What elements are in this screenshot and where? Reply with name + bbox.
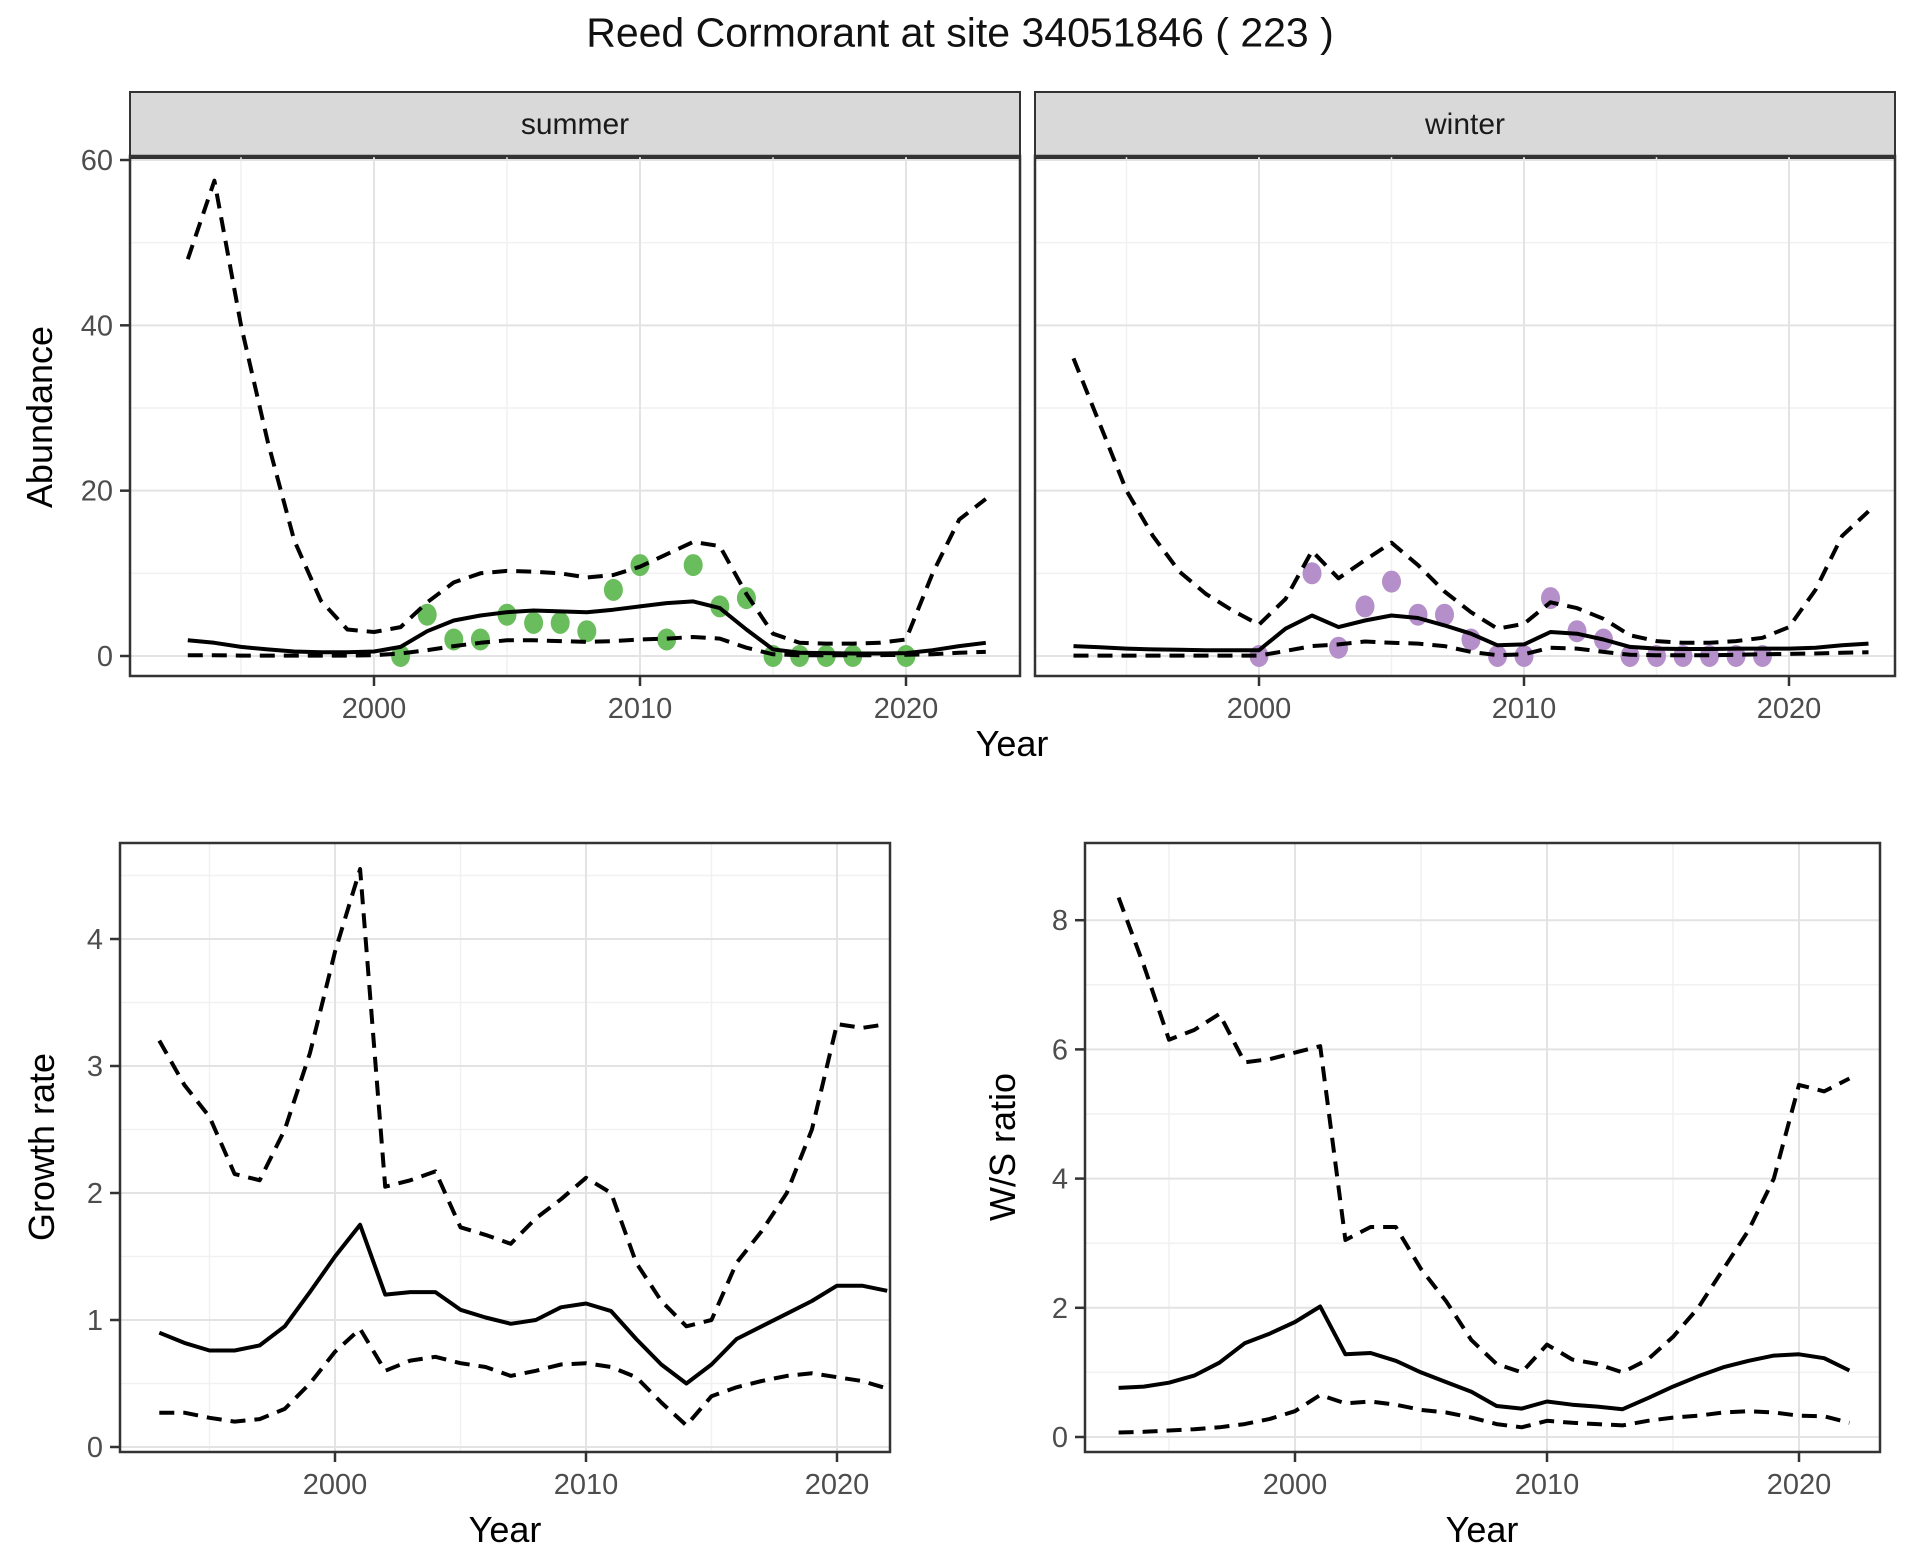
- facet-strip: [1034, 91, 1896, 159]
- axis-ticks: [1075, 918, 1801, 1462]
- abundance-winter-upper-ci-line: [1071, 357, 1870, 645]
- y-tick-label: 3: [87, 1051, 103, 1083]
- tick-labels: 2000 2010 2020: [1227, 693, 1822, 725]
- y-tick-label: 6: [1052, 1034, 1068, 1066]
- gridlines-major: [120, 843, 890, 1452]
- ws-ratio-lower-ci-line: [1118, 1393, 1850, 1435]
- x-tick-label: 2010: [1492, 693, 1557, 725]
- data-point: [524, 611, 544, 634]
- tick-labels: 2000 2010 2020 0 2 4 6 8: [1052, 905, 1831, 1501]
- abundance-y-axis-title: Abundance: [19, 325, 60, 509]
- ws-ratio-y-axis-title: W/S ratio: [982, 1072, 1023, 1222]
- abundance-summer-lower-ci-line: [187, 635, 986, 658]
- y-tick-label: 4: [1052, 1164, 1068, 1196]
- panel-border: [128, 154, 1022, 678]
- data-point: [550, 611, 570, 634]
- data-point: [470, 628, 490, 651]
- growth-rate-y-axis-title: Growth rate: [21, 1052, 62, 1242]
- growth-rate-mean-line: [158, 1222, 888, 1386]
- panel-border: [118, 841, 892, 1454]
- abundance-winter-panel: 2000 2010 2020: [1033, 91, 1897, 725]
- data-point: [497, 603, 517, 626]
- data-point: [816, 645, 836, 667]
- y-tick-label: 60: [81, 145, 113, 177]
- axis-ticks: [1257, 676, 1791, 686]
- x-tick-label: 2000: [342, 693, 407, 725]
- x-tick-label: 2010: [1515, 1469, 1580, 1501]
- abundance-summer-upper-ci-line: [185, 178, 988, 646]
- data-point: [391, 645, 411, 667]
- growth-rate-x-axis-title: Year: [468, 1509, 542, 1550]
- y-tick-label: 1: [87, 1305, 103, 1337]
- data-point: [1514, 645, 1534, 667]
- data-point: [1567, 620, 1587, 643]
- x-tick-label: 2020: [1757, 693, 1822, 725]
- data-point: [1302, 562, 1322, 585]
- gridlines-major: [130, 156, 1020, 676]
- x-tick-label: 2020: [805, 1469, 870, 1501]
- gridlines-major: [1085, 843, 1880, 1452]
- y-tick-label: 40: [81, 310, 113, 342]
- data-point: [1435, 603, 1454, 626]
- y-tick-label: 4: [87, 924, 103, 956]
- data-point: [603, 578, 623, 601]
- axis-ticks: [110, 937, 839, 1462]
- abundance-winter-mean-line: [1073, 613, 1869, 653]
- y-tick-label: 0: [1052, 1422, 1068, 1454]
- data-point: [683, 554, 703, 577]
- data-point: [1329, 636, 1348, 659]
- gridlines-minor: [130, 156, 1020, 676]
- y-tick-label: 0: [97, 641, 113, 673]
- data-point: [1408, 603, 1428, 626]
- gridlines-minor: [1035, 156, 1895, 676]
- y-tick-label: 2: [87, 1178, 103, 1210]
- y-tick-label: 20: [81, 476, 113, 508]
- tick-labels: 2000 2010 2020 0 1 2 3 4: [87, 924, 869, 1501]
- summer-observed-points: [391, 554, 916, 667]
- growth-rate-panel: 2000 2010 2020 0 1 2 3 4: [87, 841, 892, 1501]
- panel-border: [1033, 154, 1897, 678]
- facet-label-winter: winter: [1424, 108, 1506, 141]
- abundance-summer-mean-line: [187, 599, 987, 656]
- facet-label-summer: summer: [520, 108, 630, 141]
- x-tick-label: 2020: [1767, 1469, 1832, 1501]
- axis-ticks: [120, 158, 908, 686]
- growth-rate-upper-ci-line: [157, 867, 888, 1329]
- page-title: Reed Cormorant at site 34051846 ( 223 ): [586, 9, 1334, 56]
- ws-ratio-x-axis-title: Year: [1445, 1509, 1519, 1550]
- y-tick-label: 0: [87, 1432, 103, 1464]
- x-tick-label: 2020: [874, 693, 939, 725]
- x-tick-label: 2000: [1263, 1469, 1328, 1501]
- data-point: [1488, 645, 1507, 667]
- data-point: [736, 587, 756, 610]
- ws-ratio-panel: 2000 2010 2020 0 2 4 6 8: [1052, 841, 1882, 1501]
- ws-ratio-mean-line: [1118, 1304, 1851, 1412]
- x-tick-label: 2000: [1227, 693, 1292, 725]
- gridlines-major: [1035, 156, 1895, 676]
- facet-strip: [129, 91, 1021, 159]
- gridlines-minor: [1085, 843, 1880, 1452]
- panel-border: [1083, 841, 1882, 1454]
- x-tick-label: 2010: [554, 1469, 619, 1501]
- x-tick-label: 2000: [303, 1469, 368, 1501]
- data-point: [843, 645, 863, 667]
- data-point: [1382, 570, 1401, 593]
- growth-rate-lower-ci-line: [159, 1326, 888, 1428]
- winter-observed-points: [1249, 562, 1772, 667]
- y-tick-label: 2: [1052, 1293, 1068, 1325]
- tick-labels: 2000 2010 2020 0 20 40 60: [81, 145, 939, 725]
- ws-ratio-upper-ci-line: [1116, 896, 1851, 1375]
- gridlines-minor: [120, 843, 890, 1452]
- abundance-winter-lower-ci-line: [1073, 639, 1869, 658]
- data-point: [577, 620, 597, 643]
- data-point: [657, 628, 677, 651]
- abundance-summer-panel: 2000 2010 2020 0 20 40 60: [81, 91, 1022, 725]
- y-tick-label: 8: [1052, 905, 1068, 937]
- data-point: [1355, 595, 1375, 618]
- abundance-x-axis-title: Year: [975, 723, 1049, 764]
- x-tick-label: 2010: [608, 693, 673, 725]
